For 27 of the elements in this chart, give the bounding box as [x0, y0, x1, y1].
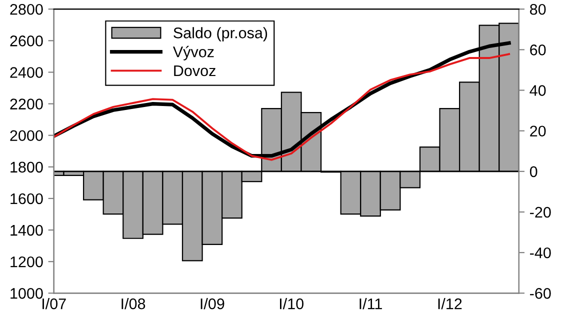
legend-label: Vývoz [172, 46, 214, 60]
y-tick-label: 2400 [10, 67, 43, 78]
y-tick-label: 1600 [10, 193, 43, 204]
y-tick-label: 1200 [10, 256, 43, 268]
y2-tick-label: 40 [530, 85, 546, 96]
y-tick-label: 2800 [10, 4, 43, 15]
legend-label: Dovoz [174, 66, 216, 76]
y2-tick-label: -40 [530, 247, 551, 258]
y2-tick-label: -20 [530, 206, 551, 218]
x-tick-label: I/10 [280, 298, 304, 310]
x-tick-label: I/12 [438, 298, 462, 310]
y2-tick-label: 0 [530, 166, 538, 178]
y2-tick-label: 80 [530, 4, 546, 15]
y2-tick-label: 60 [530, 44, 546, 56]
y-tick-label: 1800 [10, 162, 43, 173]
x-tick-label: I/07 [42, 298, 66, 310]
x-tick-label: I/08 [122, 298, 146, 310]
y-tick-label: 2000 [10, 130, 43, 142]
y-tick-label: 2200 [10, 98, 43, 110]
x-tick-label: I/11 [360, 298, 382, 310]
y2-tick-label: -60 [530, 288, 551, 299]
y-tick-label: 2600 [10, 36, 43, 46]
y-tick-label: 1400 [10, 224, 43, 236]
y2-tick-label: 20 [530, 126, 546, 137]
y-tick-label: 1000 [10, 288, 43, 299]
x-tick-label: I/09 [200, 298, 224, 310]
legend-label: Saldo (pr.osa) [174, 27, 268, 42]
